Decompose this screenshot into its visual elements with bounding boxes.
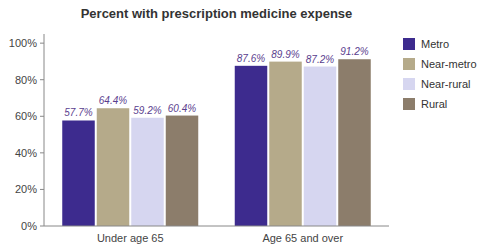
title: Percent with prescription medicine expen… — [81, 6, 353, 21]
legend-swatch — [403, 58, 415, 70]
bar — [97, 108, 130, 226]
legend-swatch — [403, 78, 415, 90]
data-label: 64.4% — [99, 95, 127, 106]
bars — [62, 59, 371, 226]
y-tick — [40, 226, 44, 227]
y-tick — [40, 116, 44, 117]
data-label: 89.9% — [271, 49, 299, 60]
bar — [269, 62, 302, 226]
legend: Metro Near-metro Near-rural Rural — [403, 38, 477, 110]
data-label: 91.2% — [340, 46, 368, 57]
y-tick — [40, 43, 44, 44]
data-label: 87.2% — [306, 54, 334, 65]
y-tick — [40, 79, 44, 80]
legend-label: Rural — [421, 98, 447, 110]
legend-label: Near-rural — [421, 78, 471, 90]
data-labels: 57.7% 64.4% 59.2% 60.4% 87.6% 89.9% 87.2% 91.2% — [64, 46, 368, 118]
data-label: 57.7% — [64, 107, 92, 118]
y-tick-label: 80% — [15, 74, 37, 86]
y-axis — [44, 34, 45, 226]
y-tick-label: 40% — [15, 147, 37, 159]
x-tick-label: Under age 65 — [97, 232, 164, 244]
bar — [131, 118, 164, 226]
legend-swatch — [403, 98, 415, 110]
y-tick-label: 60% — [15, 110, 37, 122]
bar — [304, 67, 337, 226]
legend-label: Near-metro — [421, 58, 477, 70]
y-tick-label: 20% — [15, 183, 37, 195]
x-tick-label: Age 65 and over — [262, 232, 343, 244]
chart: Percent with prescription medicine expen… — [0, 0, 501, 252]
data-label: 60.4% — [168, 103, 196, 114]
legend-label: Metro — [421, 38, 449, 50]
legend-swatch — [403, 38, 415, 50]
bar — [166, 116, 199, 226]
y-tick — [40, 152, 44, 153]
bar — [62, 120, 95, 226]
data-label: 59.2% — [133, 105, 161, 116]
y-tick-label: 0% — [21, 220, 37, 232]
y-tick — [40, 189, 44, 190]
bar — [235, 66, 268, 226]
y-tick-label: 100% — [9, 37, 37, 49]
data-label: 87.6% — [237, 53, 265, 64]
bar — [338, 59, 371, 226]
x-axis — [44, 226, 389, 227]
